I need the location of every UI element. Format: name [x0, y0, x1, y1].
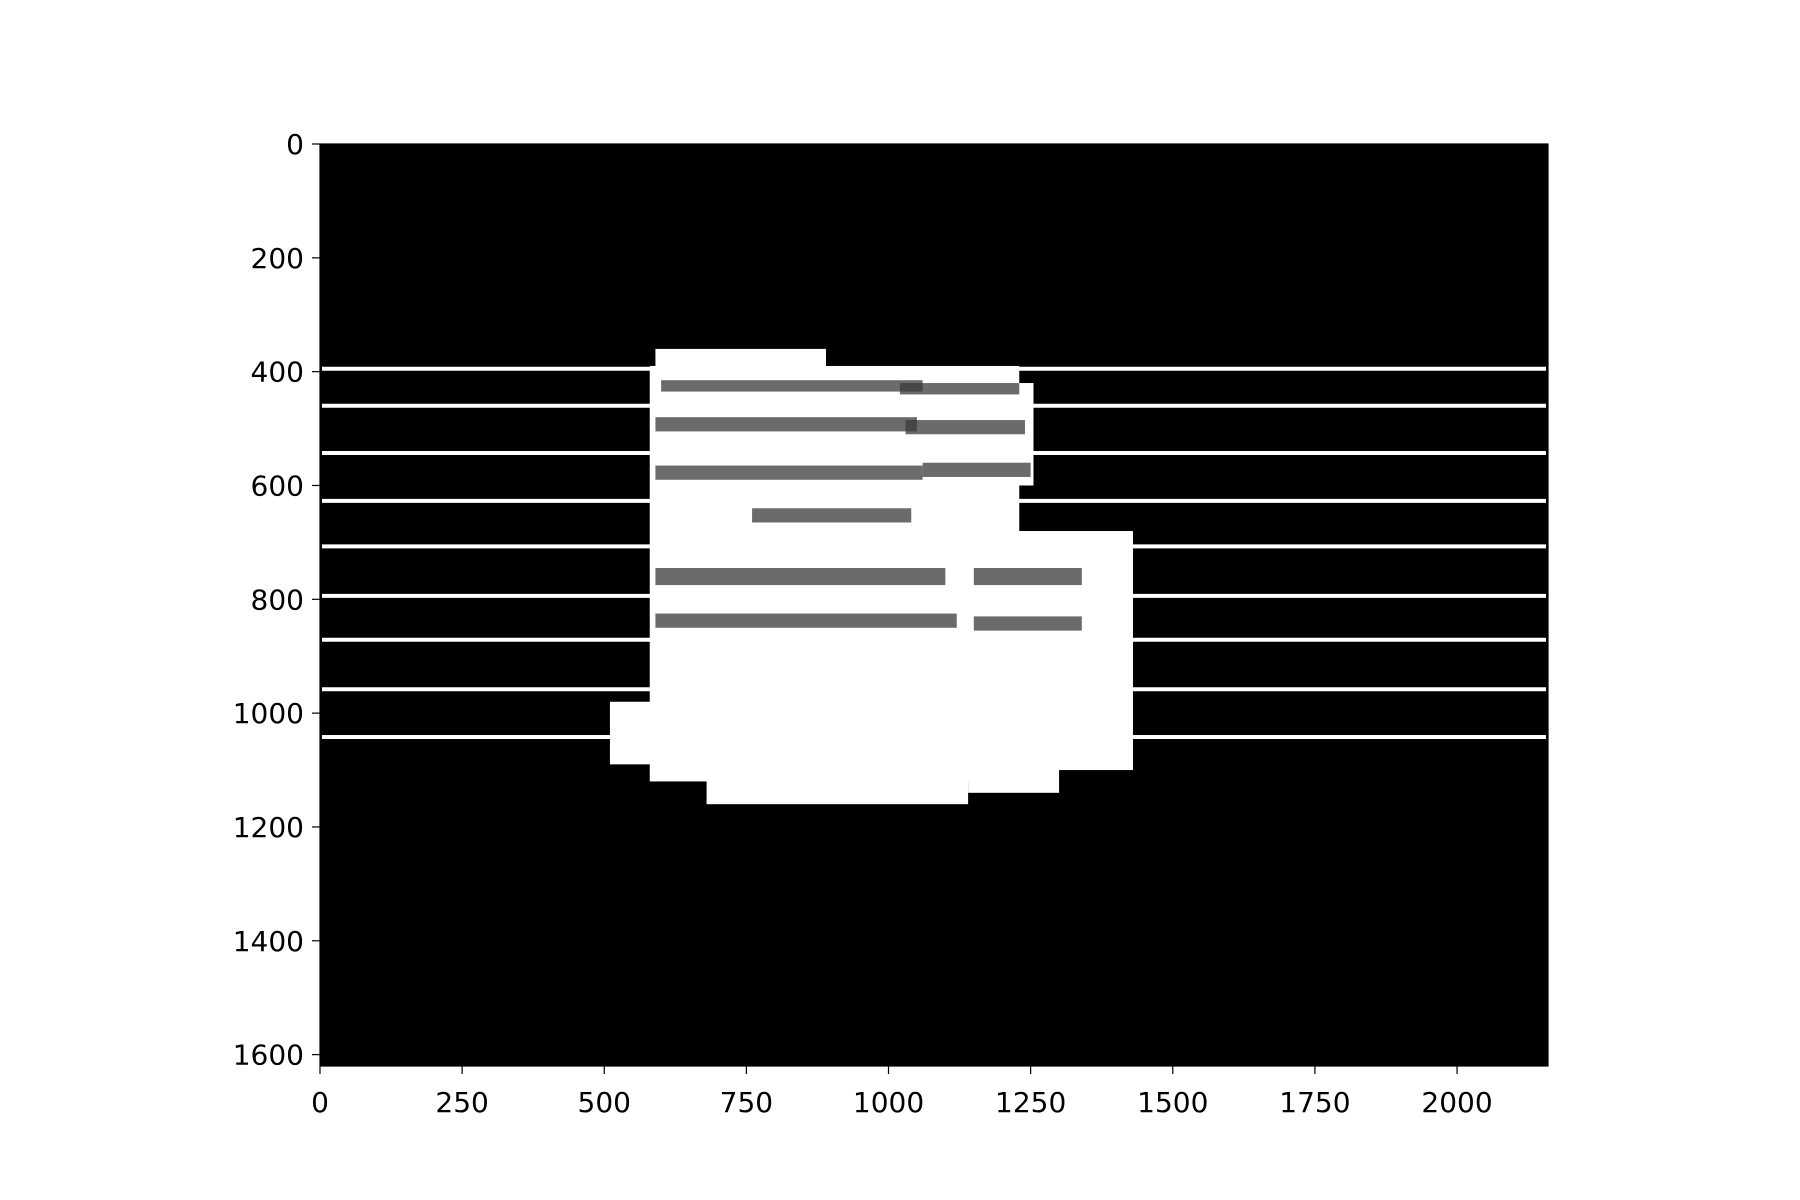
y-tick-label: 400: [251, 356, 304, 389]
ink-stroke: [655, 568, 946, 586]
x-tick-label: 250: [435, 1086, 488, 1119]
papyrus-fragment: [968, 747, 1060, 793]
ink-stroke: [973, 616, 1082, 631]
y-tick-label: 1400: [233, 925, 304, 958]
plot-area: [320, 144, 1548, 1066]
ink-stroke: [655, 417, 917, 432]
ink-stroke: [655, 465, 923, 480]
ink-stroke: [922, 462, 1031, 477]
x-tick-label: 1500: [1137, 1086, 1208, 1119]
ink-stroke: [973, 568, 1082, 586]
ink-stroke: [655, 613, 957, 628]
x-tick-label: 0: [311, 1086, 329, 1119]
papyrus-fragment: [706, 707, 969, 805]
y-tick-label: 1600: [233, 1039, 304, 1072]
papyrus-fragment: [609, 701, 707, 765]
ink-strokes: [655, 380, 1082, 631]
axes-frame: [319, 143, 1549, 1067]
y-tick-label: 1000: [233, 697, 304, 730]
fragments: [609, 348, 1133, 805]
x-tick-label: 750: [720, 1086, 773, 1119]
ink-stroke: [752, 508, 912, 523]
y-tick-label: 0: [286, 128, 304, 161]
y-tick-label: 600: [251, 469, 304, 502]
y-axis: 0 200 400 600 800 1000 1200 1400 1600: [233, 128, 320, 1072]
x-tick-label: 1250: [995, 1086, 1066, 1119]
y-tick-label: 800: [251, 583, 304, 616]
papyrus-fragment: [968, 531, 1133, 771]
ink-stroke: [905, 420, 1025, 435]
horizontal-lines: [322, 366, 1546, 740]
y-tick-label: 1200: [233, 811, 304, 844]
x-tick-label: 1750: [1279, 1086, 1350, 1119]
ink-stroke: [899, 383, 1020, 395]
x-axis: 0 250 500 750 1000 1250 1500 1750 2000: [311, 1066, 1493, 1119]
y-tick-label: 200: [251, 242, 304, 275]
ink-stroke: [661, 380, 923, 392]
x-tick-label: 500: [578, 1086, 631, 1119]
x-tick-label: 2000: [1421, 1086, 1492, 1119]
x-tick-label: 1000: [853, 1086, 924, 1119]
